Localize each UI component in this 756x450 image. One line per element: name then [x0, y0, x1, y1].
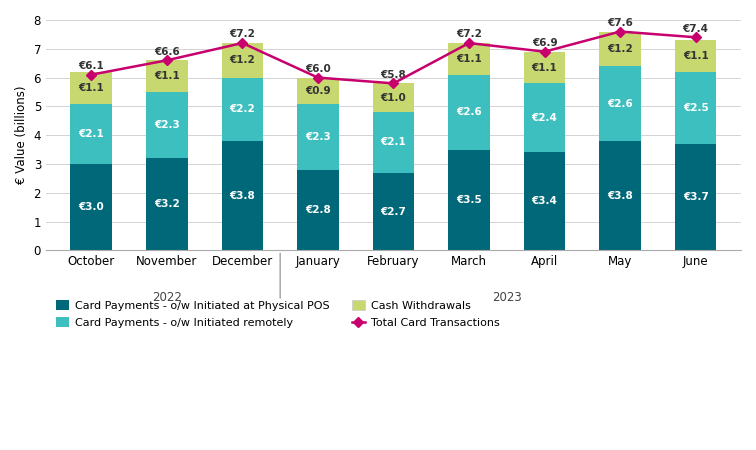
- Text: €2.3: €2.3: [154, 120, 180, 130]
- Bar: [600, 32, 641, 66]
- Bar: [448, 149, 490, 250]
- Text: €3.4: €3.4: [531, 197, 557, 207]
- Text: €3.0: €3.0: [79, 202, 104, 212]
- Text: €2.1: €2.1: [79, 129, 104, 139]
- Text: €1.1: €1.1: [154, 71, 180, 81]
- Text: €2.5: €2.5: [683, 103, 708, 113]
- Text: €7.2: €7.2: [229, 29, 256, 39]
- Text: €2.4: €2.4: [531, 113, 557, 123]
- Text: €1.0: €1.0: [380, 93, 406, 103]
- Text: €2.8: €2.8: [305, 205, 331, 215]
- Legend: Card Payments - o/w Initiated at Physical POS, Card Payments - o/w Initiated rem: Card Payments - o/w Initiated at Physica…: [51, 296, 503, 333]
- Bar: [222, 141, 263, 250]
- Text: €3.8: €3.8: [230, 191, 256, 201]
- Bar: [524, 83, 565, 153]
- Text: €7.2: €7.2: [456, 29, 482, 39]
- Bar: [373, 173, 414, 250]
- Bar: [675, 144, 717, 250]
- Text: €6.0: €6.0: [305, 64, 331, 74]
- Bar: [600, 141, 641, 250]
- Text: 2023: 2023: [492, 291, 522, 304]
- Bar: [297, 170, 339, 250]
- Text: 2022: 2022: [152, 291, 181, 304]
- Bar: [448, 43, 490, 75]
- Text: €3.8: €3.8: [607, 191, 633, 201]
- Text: €1.1: €1.1: [531, 63, 557, 72]
- Bar: [146, 158, 187, 250]
- Bar: [70, 164, 112, 250]
- Text: €2.1: €2.1: [380, 137, 406, 148]
- Bar: [146, 60, 187, 92]
- Bar: [70, 104, 112, 164]
- Text: €1.1: €1.1: [683, 51, 708, 61]
- Text: €6.1: €6.1: [79, 61, 104, 71]
- Text: €7.4: €7.4: [683, 23, 708, 34]
- Text: €3.7: €3.7: [683, 192, 708, 202]
- Text: €0.9: €0.9: [305, 86, 330, 95]
- Text: €6.9: €6.9: [531, 38, 557, 48]
- Bar: [524, 52, 565, 83]
- Bar: [297, 104, 339, 170]
- Text: €2.7: €2.7: [380, 207, 407, 216]
- Y-axis label: € Value (billions): € Value (billions): [15, 86, 28, 184]
- Text: €3.5: €3.5: [456, 195, 482, 205]
- Bar: [146, 92, 187, 158]
- Text: €1.1: €1.1: [79, 83, 104, 93]
- Bar: [448, 75, 490, 149]
- Text: €5.8: €5.8: [380, 70, 406, 80]
- Bar: [675, 40, 717, 72]
- Text: €2.3: €2.3: [305, 132, 331, 142]
- Bar: [524, 153, 565, 250]
- Text: €2.2: €2.2: [230, 104, 256, 114]
- Text: €1.2: €1.2: [607, 44, 633, 54]
- Bar: [297, 77, 339, 104]
- Bar: [222, 77, 263, 141]
- Text: €2.6: €2.6: [607, 99, 633, 108]
- Text: €1.1: €1.1: [456, 54, 482, 64]
- Bar: [70, 72, 112, 104]
- Text: €7.6: €7.6: [607, 18, 633, 28]
- Text: €6.6: €6.6: [154, 46, 180, 57]
- Text: €1.2: €1.2: [230, 55, 256, 65]
- Bar: [373, 112, 414, 173]
- Text: €3.2: €3.2: [154, 199, 180, 209]
- Bar: [675, 72, 717, 144]
- Text: €2.6: €2.6: [456, 107, 482, 117]
- Bar: [222, 43, 263, 77]
- Bar: [373, 83, 414, 112]
- Bar: [600, 66, 641, 141]
